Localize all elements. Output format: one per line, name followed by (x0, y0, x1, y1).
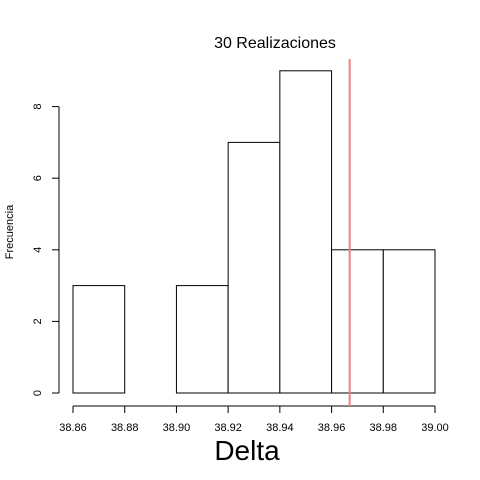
histogram-bar-2 (175, 285, 229, 394)
x-tick-label-5: 38.96 (318, 422, 346, 434)
y-tick-label-2: 4 (32, 247, 44, 253)
x-tick-label-2: 38.90 (163, 422, 191, 434)
histogram-bar-6 (382, 249, 436, 394)
histogram-bar-3 (227, 141, 281, 394)
chart-title: 30 Realizaciones (214, 35, 336, 52)
y-axis: 0 2 4 6 8 (32, 104, 60, 396)
y-tick-label-0: 0 (32, 390, 44, 396)
y-axis-label: Frecuencia (4, 204, 16, 259)
y-tick-label-3: 6 (32, 175, 44, 181)
x-tick-label-4: 38.94 (266, 422, 294, 434)
histogram-bar-4 (279, 70, 333, 394)
histogram-bars (72, 70, 436, 394)
x-tick-label-6: 38.98 (370, 422, 398, 434)
x-tick-label-7: 39.00 (421, 422, 449, 434)
y-tick-label-1: 2 (32, 318, 44, 324)
x-axis: 38.86 38.88 38.90 38.92 38.94 38.96 38.98 39.00 (59, 405, 449, 434)
x-tick-label-0: 38.86 (59, 422, 87, 434)
y-tick-label-4: 8 (32, 104, 44, 110)
histogram-bar-0 (72, 285, 126, 394)
histogram-bar-5 (331, 249, 384, 394)
x-tick-label-3: 38.92 (214, 422, 242, 434)
x-tick-label-1: 38.88 (111, 422, 139, 434)
x-axis-label: Delta (214, 435, 280, 466)
